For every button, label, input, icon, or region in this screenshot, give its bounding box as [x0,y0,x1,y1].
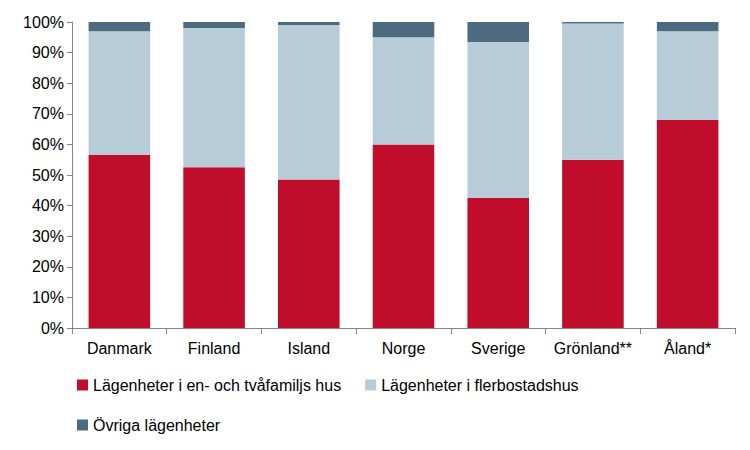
svg-text:30%: 30% [32,228,64,245]
svg-text:Norge: Norge [382,340,426,357]
svg-text:20%: 20% [32,258,64,275]
svg-text:Åland*: Åland* [664,339,711,357]
svg-text:Övriga lägenheter: Övriga lägenheter [93,417,221,434]
svg-text:Lägenheter i en- och tvåfamilj: Lägenheter i en- och tvåfamiljs hus [93,377,341,394]
svg-text:Sverige: Sverige [471,340,525,357]
svg-text:40%: 40% [32,197,64,214]
svg-text:70%: 70% [32,105,64,122]
svg-text:Island: Island [287,340,330,357]
svg-text:50%: 50% [32,167,64,184]
svg-text:90%: 90% [32,44,64,61]
svg-text:Finland: Finland [188,340,240,357]
svg-text:80%: 80% [32,75,64,92]
svg-text:Danmark: Danmark [87,340,153,357]
svg-text:Lägenheter i flerbostadshus: Lägenheter i flerbostadshus [381,377,578,394]
svg-text:10%: 10% [32,289,64,306]
svg-text:0%: 0% [41,320,64,337]
svg-text:60%: 60% [32,136,64,153]
svg-text:Grönland**: Grönland** [554,340,632,357]
svg-text:100%: 100% [23,14,64,31]
